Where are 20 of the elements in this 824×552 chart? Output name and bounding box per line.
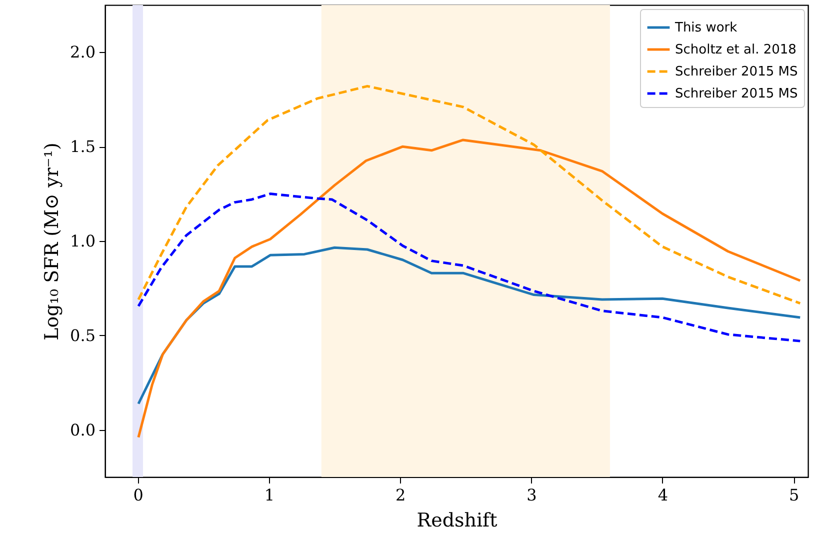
x-tick-label: 1 xyxy=(264,486,275,504)
line-series xyxy=(137,84,802,305)
legend-label: Scholtz et al. 2018 xyxy=(675,42,796,58)
y-tick-label: 0.5 xyxy=(70,326,96,345)
y-tick-label: 1.0 xyxy=(70,232,96,250)
legend-label: This work xyxy=(674,20,738,36)
line-series xyxy=(137,192,802,342)
x-tick-label: 0 xyxy=(133,486,144,504)
legend-label: Schreiber 2015 MS xyxy=(675,64,798,80)
y-axis-title: Log₁₀ SFR (M⊙ yr⁻¹) xyxy=(41,142,64,340)
x-tick-label: 4 xyxy=(658,486,668,504)
x-tick-label: 3 xyxy=(526,486,537,504)
x-tick-label: 2 xyxy=(396,486,406,504)
y-tick-label: 1.5 xyxy=(70,137,96,156)
y-tick-label: 2.0 xyxy=(70,42,96,62)
line-series xyxy=(137,138,802,439)
x-tick-label: 5 xyxy=(788,486,800,504)
x-axis-title: Redshift xyxy=(416,510,498,532)
legend-label: Schreiber 2015 MS xyxy=(675,86,798,102)
y-tick-label: 0.0 xyxy=(70,420,96,440)
